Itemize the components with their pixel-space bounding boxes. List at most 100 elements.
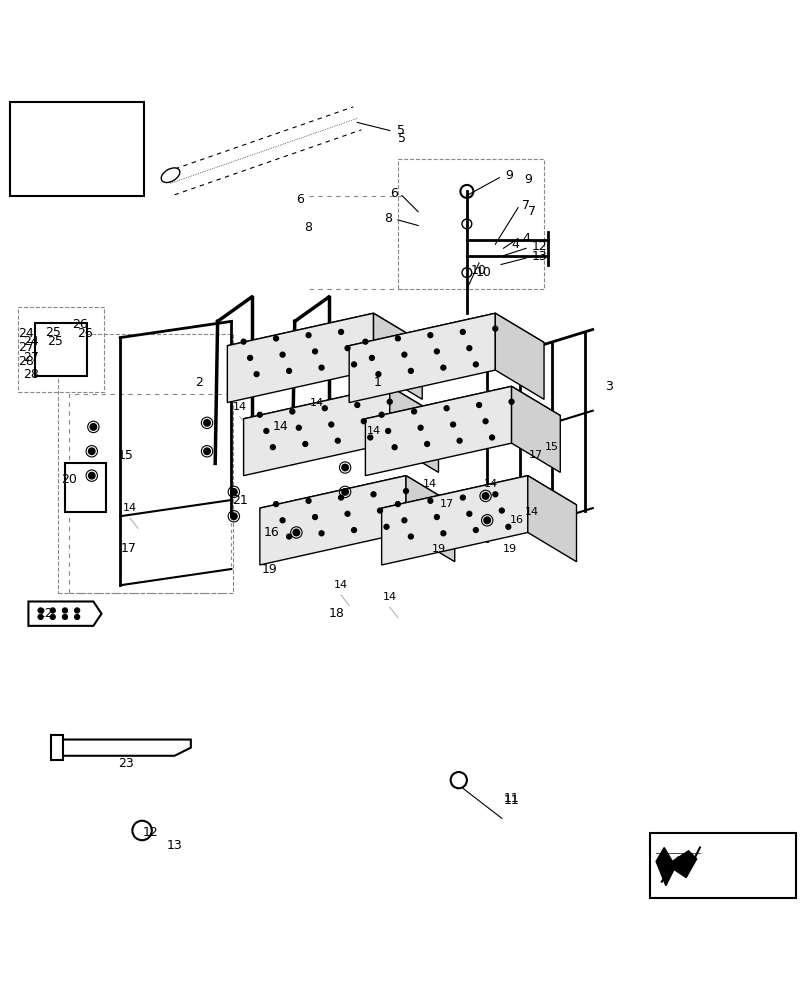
Circle shape [319, 365, 324, 370]
Text: 4: 4 [521, 232, 530, 245]
Circle shape [440, 365, 445, 370]
Text: 15: 15 [544, 442, 559, 452]
Circle shape [460, 329, 465, 334]
Circle shape [427, 498, 432, 503]
Text: 3: 3 [604, 380, 612, 393]
Text: 9: 9 [504, 169, 513, 182]
Circle shape [257, 412, 262, 417]
Circle shape [395, 502, 400, 506]
Circle shape [444, 406, 448, 411]
Circle shape [492, 326, 497, 331]
Circle shape [286, 534, 291, 539]
Text: 6: 6 [296, 193, 304, 206]
Circle shape [473, 362, 478, 367]
Polygon shape [260, 476, 454, 537]
Circle shape [492, 492, 497, 497]
Text: 15: 15 [118, 449, 134, 462]
Bar [51, 735, 63, 760]
Text: 8: 8 [384, 212, 392, 225]
Circle shape [296, 425, 301, 430]
Circle shape [440, 531, 445, 536]
Circle shape [319, 531, 324, 536]
Circle shape [401, 518, 406, 523]
Text: 23: 23 [118, 757, 134, 770]
Bar [65, 463, 105, 512]
Circle shape [345, 346, 350, 351]
Circle shape [312, 349, 317, 354]
Polygon shape [381, 476, 576, 537]
Text: 25: 25 [47, 335, 63, 348]
Text: 9: 9 [523, 173, 531, 186]
Polygon shape [511, 386, 560, 472]
Circle shape [369, 355, 374, 360]
Text: 14: 14 [524, 507, 539, 517]
Text: 2: 2 [195, 376, 203, 389]
Bar [649, 833, 795, 898]
Text: 26: 26 [71, 318, 88, 331]
Text: 14: 14 [272, 420, 288, 433]
Circle shape [384, 524, 388, 529]
Circle shape [290, 409, 294, 414]
Circle shape [38, 614, 43, 619]
Circle shape [88, 448, 95, 455]
Text: 27: 27 [23, 351, 39, 364]
Text: 1: 1 [373, 376, 381, 389]
Circle shape [273, 502, 278, 506]
Text: 17: 17 [528, 450, 543, 460]
Circle shape [50, 608, 55, 613]
Circle shape [38, 608, 43, 613]
Circle shape [50, 614, 55, 619]
Text: 28: 28 [18, 355, 34, 368]
Circle shape [354, 403, 359, 407]
Text: 14: 14 [423, 479, 437, 489]
Circle shape [482, 493, 488, 499]
Circle shape [335, 438, 340, 443]
Text: 28: 28 [23, 368, 39, 381]
Polygon shape [227, 313, 422, 375]
Text: 14: 14 [232, 402, 247, 412]
Text: 8: 8 [304, 221, 312, 234]
Circle shape [328, 422, 333, 427]
Circle shape [408, 368, 413, 373]
Circle shape [392, 445, 397, 450]
Circle shape [306, 498, 311, 503]
Circle shape [411, 409, 416, 414]
Text: 12: 12 [531, 240, 547, 253]
Circle shape [62, 614, 67, 619]
Polygon shape [28, 601, 101, 626]
Bar [397, 159, 543, 289]
Circle shape [254, 372, 259, 377]
Circle shape [312, 515, 317, 519]
Text: 5: 5 [397, 132, 406, 145]
Polygon shape [349, 313, 495, 403]
Polygon shape [389, 386, 438, 472]
Text: 7: 7 [521, 199, 530, 212]
Circle shape [489, 435, 494, 440]
Text: 6: 6 [389, 187, 397, 200]
Circle shape [75, 614, 79, 619]
Text: 14: 14 [309, 398, 324, 408]
Text: 13: 13 [531, 250, 547, 263]
Circle shape [88, 472, 95, 479]
Bar [34, 323, 87, 376]
Text: 24: 24 [23, 335, 39, 348]
Circle shape [273, 336, 278, 341]
Text: 13: 13 [166, 839, 182, 852]
Circle shape [377, 508, 382, 513]
Circle shape [90, 424, 97, 430]
Circle shape [345, 511, 350, 516]
Circle shape [434, 349, 439, 354]
Circle shape [466, 346, 471, 351]
Text: 19: 19 [431, 544, 445, 554]
Circle shape [247, 355, 252, 360]
Polygon shape [381, 476, 527, 565]
Text: 4: 4 [511, 238, 519, 251]
Text: 14: 14 [122, 503, 137, 513]
Circle shape [280, 352, 285, 357]
Text: 5: 5 [397, 124, 405, 137]
Polygon shape [243, 386, 438, 448]
Circle shape [483, 419, 487, 424]
Circle shape [367, 435, 372, 440]
Bar [58, 334, 233, 593]
Circle shape [476, 403, 481, 407]
